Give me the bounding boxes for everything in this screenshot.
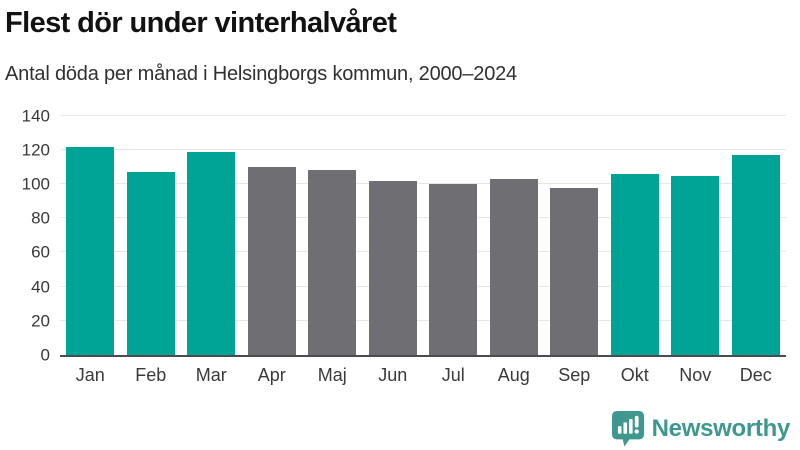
- bar-column-sep: [544, 116, 605, 355]
- x-axis-labels: Jan Feb Mar Apr Maj Jun Jul Aug Sep Okt Nov Dec: [60, 355, 786, 386]
- bar-okt: [610, 173, 659, 355]
- y-tick-label: 40: [31, 277, 50, 297]
- bar-column-aug: [484, 116, 545, 355]
- bar-chart: 0 20 40 60 80 100 120 140 Jan Feb Mar Apr Maj Jun Jul…: [6, 107, 786, 386]
- bar-mar: [187, 151, 236, 355]
- gridline: [60, 319, 786, 321]
- bar-jul: [429, 184, 478, 355]
- bar-column-apr: [242, 116, 303, 355]
- bar-jan: [66, 146, 115, 355]
- x-label-mar: Mar: [195, 364, 227, 385]
- gridline: [60, 183, 786, 185]
- x-label-jun: Jun: [378, 364, 408, 385]
- bar-apr: [247, 167, 296, 355]
- gridline: [60, 114, 786, 116]
- bar-column-jun: [363, 116, 424, 355]
- gridline: [60, 285, 786, 287]
- x-axis-line: [60, 354, 786, 357]
- plot-row: 0 20 40 60 80 100 120 140: [6, 107, 786, 363]
- bar-nov: [671, 175, 720, 355]
- bar-jun: [368, 180, 417, 355]
- y-tick-label: 120: [21, 140, 50, 160]
- gridline: [60, 217, 786, 219]
- x-label-jul: Jul: [441, 364, 465, 385]
- bar-chart-speech-bubble-icon: [611, 411, 644, 447]
- bar-column-dec: [726, 116, 787, 355]
- y-tick-label: 140: [21, 106, 50, 126]
- bar-column-feb: [121, 116, 182, 355]
- y-axis: 0 20 40 60 80 100 120 140: [6, 107, 60, 363]
- bar-feb: [126, 172, 175, 355]
- x-label-jan: Jan: [75, 364, 105, 385]
- chart-subtitle: Antal döda per månad i Helsingborgs komm…: [5, 62, 517, 85]
- bar-column-nov: [665, 116, 726, 355]
- x-label-feb: Feb: [135, 364, 167, 385]
- bar-dec: [731, 155, 780, 355]
- bar-column-okt: [605, 116, 666, 355]
- bars: [60, 116, 786, 355]
- y-tick-label: 100: [21, 174, 50, 194]
- x-label-dec: Dec: [739, 364, 772, 385]
- plot-area: [60, 114, 786, 357]
- y-tick-label: 20: [31, 311, 50, 331]
- gridline: [60, 251, 786, 253]
- x-label-apr: Apr: [257, 364, 286, 385]
- chart-header: Flest dör under vinterhalvåret Antal död…: [0, 0, 800, 86]
- bar-sep: [550, 187, 599, 355]
- y-tick-label: 80: [31, 208, 50, 228]
- brand-name: Newsworthy: [651, 414, 791, 442]
- y-tick-label: 60: [31, 242, 50, 262]
- y-tick-label: 0: [40, 345, 50, 365]
- bar-column-jan: [60, 116, 121, 355]
- bar-column-maj: [302, 116, 363, 355]
- x-label-aug: Aug: [497, 364, 530, 385]
- gridline: [60, 148, 786, 150]
- x-label-nov: Nov: [679, 364, 712, 385]
- bar-column-mar: [181, 116, 242, 355]
- bar-maj: [308, 170, 357, 355]
- bar-aug: [489, 178, 538, 355]
- x-label-sep: Sep: [558, 364, 591, 385]
- chart-title: Flest dör under vinterhalvåret: [5, 7, 397, 39]
- x-label-okt: Okt: [620, 364, 649, 385]
- newsworthy-logo[interactable]: Newsworthy: [611, 410, 790, 447]
- bar-column-jul: [423, 116, 484, 355]
- x-label-maj: Maj: [317, 364, 347, 385]
